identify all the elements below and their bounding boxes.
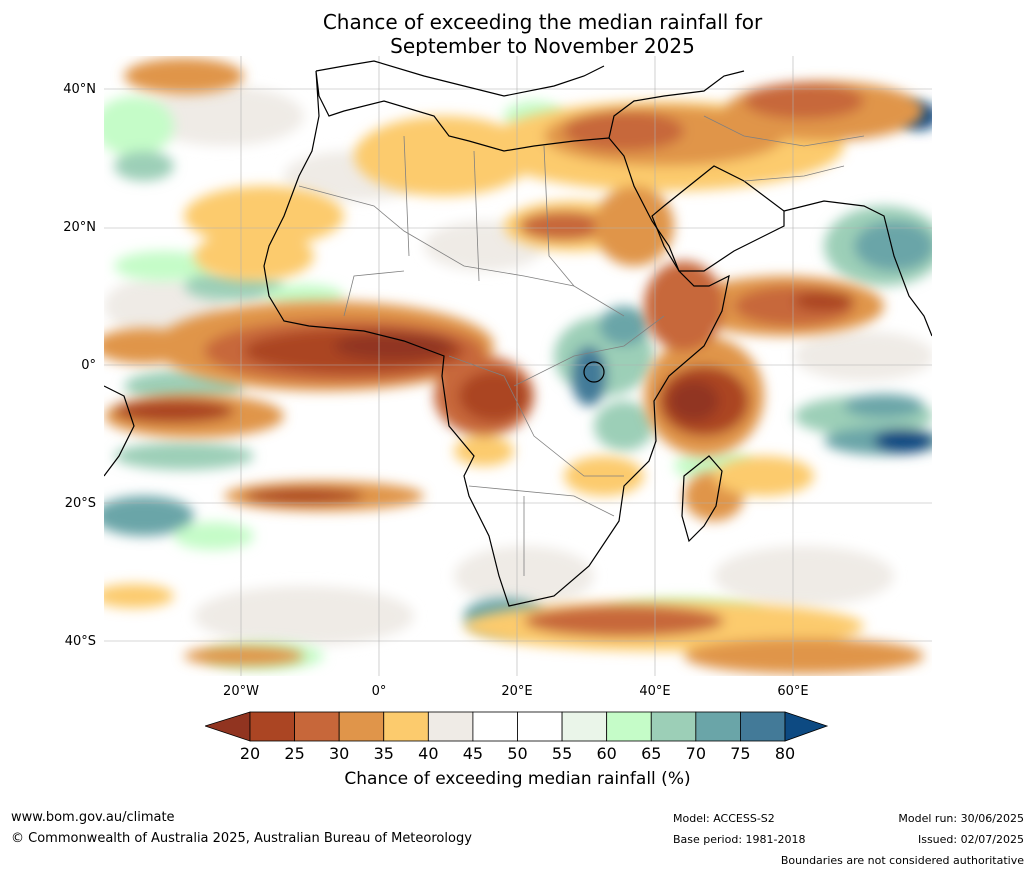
lat-label-20s: 20°S — [64, 496, 96, 511]
footer-issued: Issued: 02/07/2025 — [917, 833, 1024, 846]
lat-label-40s: 40°S — [64, 634, 96, 649]
coastlines — [104, 60, 932, 607]
colorbar-tick-label: 60 — [596, 744, 617, 763]
country-borders — [298, 115, 865, 576]
colorbar-box — [427, 711, 474, 742]
colorbar-tick-label: 80 — [774, 744, 796, 763]
colorbar-over-arrow — [784, 711, 829, 742]
colorbar — [203, 711, 830, 745]
footer-model-run: Model run: 30/06/2025 — [898, 812, 1024, 825]
colorbar-tick-label: 45 — [462, 744, 484, 763]
colorbar-tick-label: 70 — [685, 744, 706, 763]
lon-label-60e: 60°E — [777, 684, 809, 699]
colorbar-box — [294, 711, 340, 742]
levant-coastline — [608, 70, 745, 139]
title-line-1: Chance of exceeding the median rainfall … — [322, 10, 763, 34]
colorbar-box — [338, 711, 385, 742]
colorbar-box — [740, 711, 786, 742]
map-title: Chance of exceeding the median rainfall … — [0, 10, 1035, 58]
colorbar-box — [561, 711, 608, 742]
footer-website: www.bom.gov.au/climate — [11, 810, 175, 825]
colorbar-tick-label: 20 — [239, 744, 261, 763]
colorbar-tick-label: 65 — [641, 744, 662, 763]
lon-label-20w: 20°W — [223, 684, 259, 699]
asia-coastline — [783, 200, 932, 337]
colorbar-under-arrow — [203, 711, 251, 742]
colorbar-box — [249, 711, 295, 742]
footer-base-period: Base period: 1981-2018 — [673, 833, 806, 846]
lake-victoria — [583, 361, 605, 383]
footer-model: Model: ACCESS-S2 — [673, 812, 775, 825]
madagascar-coastline — [681, 455, 723, 543]
colorbar-tick-label: 25 — [284, 744, 305, 763]
colorbar-box — [383, 711, 429, 742]
lon-label-0: 0° — [371, 684, 387, 699]
lat-label-0: 0° — [81, 358, 96, 373]
graticule — [104, 56, 932, 676]
footer-disclaimer: Boundaries are not considered authoritat… — [780, 854, 1024, 867]
dry-anomalies — [104, 58, 924, 674]
colorbar-tick-label: 35 — [373, 744, 394, 763]
rainfall-map — [104, 56, 932, 676]
colorbar-tick-labels: 20 25 30 35 40 45 50 55 60 65 70 75 80 — [0, 744, 1035, 764]
colorbar-box — [606, 711, 652, 742]
colorbar-box — [650, 711, 697, 742]
footer-copyright: © Commonwealth of Australia 2025, Austra… — [11, 831, 472, 846]
lon-label-40e: 40°E — [639, 684, 671, 699]
title-line-2: September to November 2025 — [390, 34, 695, 58]
lon-label-20e: 20°E — [501, 684, 533, 699]
europe-coastline — [315, 60, 605, 97]
map-canvas — [104, 56, 932, 676]
lat-label-20n: 20°N — [63, 220, 96, 235]
colorbar-svg — [203, 711, 829, 742]
africa-coastline — [263, 70, 730, 607]
colorbar-tick-label: 75 — [730, 744, 751, 763]
colorbar-tick-label: 40 — [418, 744, 439, 763]
colorbar-box — [695, 711, 741, 742]
lat-label-40n: 40°N — [63, 82, 96, 97]
south-america-coastline — [104, 385, 135, 477]
colorbar-boxes — [249, 711, 786, 742]
colorbar-tick-label: 55 — [551, 744, 573, 763]
colorbar-tick-label: 50 — [507, 744, 528, 763]
colorbar-box — [472, 711, 518, 742]
colorbar-box — [517, 711, 563, 742]
colorbar-tick-label: 30 — [328, 744, 350, 763]
legend-title: Chance of exceeding median rainfall (%) — [344, 769, 691, 789]
